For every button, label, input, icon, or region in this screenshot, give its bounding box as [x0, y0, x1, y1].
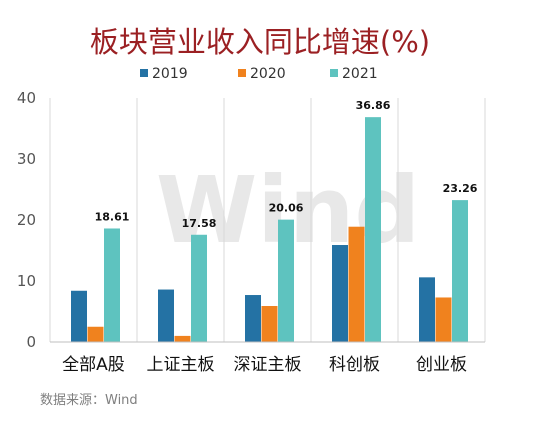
bar-2020-科创板: [348, 226, 365, 342]
bars: [71, 117, 468, 343]
data-labels: 18.61 17.58 20.06 36.86 23.26: [95, 99, 478, 230]
bar-2019-全部A股: [71, 290, 87, 342]
y-tick-label: 40: [17, 89, 36, 107]
source-note: 数据来源：Wind: [40, 393, 138, 408]
y-tick-label: 30: [17, 150, 36, 168]
bar-2020-上证主板: [174, 335, 191, 342]
y-tick-label: 20: [17, 211, 36, 229]
bar-2019-深证主板: [245, 295, 261, 342]
legend: 2019 2020 2021: [140, 66, 378, 82]
category-separators: [49, 98, 486, 342]
bar-2019-科创板: [332, 245, 348, 342]
bar-2021-科创板: [365, 117, 381, 343]
chart-title: 板块营业收入同比增速(%): [90, 25, 430, 59]
data-label-创业板: 23.26: [443, 182, 478, 195]
x-tick-label: 全部A股: [62, 355, 125, 375]
bar-2019-创业板: [419, 277, 435, 342]
bar-2021-上证主板: [191, 234, 207, 342]
bar-2021-创业板: [452, 200, 468, 342]
legend-label-2019: 2019: [152, 66, 188, 82]
x-tick-label: 深证主板: [234, 355, 302, 375]
bar-2020-创业板: [435, 297, 452, 342]
data-label-科创板: 36.86: [356, 99, 391, 112]
bar-2020-深证主板: [261, 306, 278, 342]
legend-swatch-2019: [140, 69, 148, 77]
x-axis: 全部A股 上证主板 深证主板 科创板 创业板: [62, 355, 467, 375]
data-label-全部A股: 18.61: [95, 210, 130, 223]
y-axis: 0 10 20 30 40: [17, 89, 36, 351]
y-tick-label: 0: [26, 333, 36, 351]
data-label-上证主板: 17.58: [182, 217, 217, 230]
bar-2021-深证主板: [278, 219, 294, 342]
bar-2020-全部A股: [87, 326, 104, 342]
legend-label-2020: 2020: [250, 66, 286, 82]
x-tick-label: 科创板: [329, 355, 380, 375]
bar-2021-全部A股: [104, 228, 120, 342]
legend-label-2021: 2021: [342, 66, 378, 82]
bar-2019-上证主板: [158, 289, 174, 342]
x-tick-label: 创业板: [416, 355, 467, 375]
legend-swatch-2021: [330, 69, 338, 77]
y-tick-label: 10: [17, 272, 36, 290]
x-tick-label: 上证主板: [147, 355, 215, 375]
legend-swatch-2020: [238, 69, 246, 77]
data-label-深证主板: 20.06: [269, 202, 304, 215]
